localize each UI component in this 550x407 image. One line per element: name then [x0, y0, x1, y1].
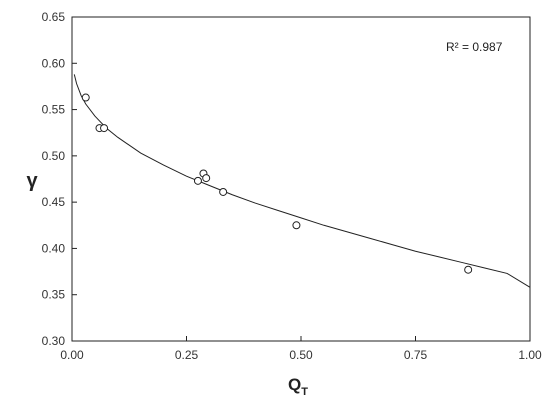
- y-tick-label: 0.45: [42, 195, 66, 209]
- r-squared-annotation: R² = 0.987: [446, 40, 503, 54]
- y-tick-label: 0.55: [42, 103, 66, 117]
- x-axis-label-main: Q: [288, 375, 301, 394]
- y-axis-label: γ: [26, 170, 38, 192]
- data-point: [81, 93, 90, 102]
- x-tick-label: 0.50: [289, 348, 313, 362]
- y-tick-label: 0.65: [42, 10, 66, 24]
- plot-area-border: [71, 16, 531, 342]
- y-tick-label: 0.30: [42, 334, 66, 348]
- data-point: [202, 174, 211, 183]
- y-tick-label: 0.50: [42, 149, 66, 163]
- data-point: [100, 124, 109, 133]
- data-point: [193, 176, 202, 185]
- y-tick-label: 0.40: [42, 241, 66, 255]
- data-points: [81, 93, 473, 274]
- x-tick-label: 0.25: [175, 348, 199, 362]
- data-point: [219, 187, 228, 196]
- y-tick-label: 0.60: [42, 56, 66, 70]
- x-tick-label: 1.00: [518, 348, 542, 362]
- fit-curve: [73, 74, 531, 288]
- y-tick-label: 0.35: [42, 288, 66, 302]
- data-point: [292, 221, 301, 230]
- x-axis-ticks: 0.00 0.25 0.50 0.75 1.00: [60, 336, 542, 362]
- x-axis-label-subscript: T: [301, 386, 308, 398]
- x-axis-label: QT: [288, 375, 308, 398]
- y-axis-ticks: 0.30 0.35 0.40 0.45 0.50 0.55 0.60 0.65: [42, 10, 77, 348]
- data-point: [464, 265, 473, 274]
- x-tick-label: 0.75: [404, 348, 428, 362]
- x-tick-label: 0.00: [60, 348, 84, 362]
